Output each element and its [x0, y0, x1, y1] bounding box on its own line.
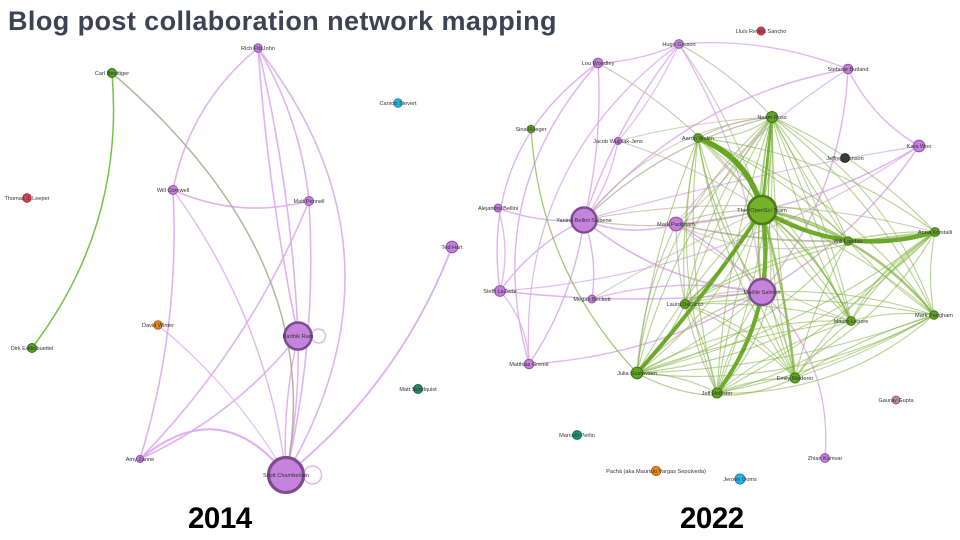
- svg-text:Dirk Eddelbuettel: Dirk Eddelbuettel: [11, 346, 54, 352]
- svg-text:Will Cornwell: Will Cornwell: [157, 188, 189, 194]
- svg-text:Emily Riederer: Emily Riederer: [777, 376, 814, 382]
- svg-text:Kara Woo: Kara Woo: [907, 144, 932, 150]
- svg-text:Steffi LaZerte: Steffi LaZerte: [483, 289, 516, 295]
- svg-text:Ted Hart: Ted Hart: [441, 245, 463, 251]
- svg-text:Matt Pennell: Matt Pennell: [293, 199, 324, 205]
- svg-text:Mark Padgham: Mark Padgham: [657, 222, 695, 228]
- svg-text:Matt Sundquist: Matt Sundquist: [399, 387, 437, 393]
- svg-text:Lluís Revilla Sancho: Lluís Revilla Sancho: [736, 29, 787, 35]
- svg-text:Aaron Wolen: Aaron Wolen: [682, 136, 714, 142]
- svg-text:Jacob Wujciak-Jens: Jacob Wujciak-Jens: [593, 139, 643, 145]
- svg-text:Pachá (aka Mauricio Vargas Sep: Pachá (aka Mauricio Vargas Sepúlveda): [606, 469, 706, 475]
- svg-text:Julia Gustavsen: Julia Gustavsen: [617, 371, 657, 377]
- svg-text:Scott Chamberlain: Scott Chamberlain: [263, 473, 309, 479]
- svg-text:Lou Woodley: Lou Woodley: [582, 61, 615, 67]
- svg-text:Karthik Ram: Karthik Ram: [283, 334, 314, 340]
- svg-text:Noam Ross: Noam Ross: [757, 115, 786, 121]
- svg-text:Stefanie Butland: Stefanie Butland: [827, 67, 868, 73]
- svg-text:Gaurav Gupta: Gaurav Gupta: [878, 398, 914, 404]
- svg-text:Mark Padgham: Mark Padgham: [915, 313, 953, 319]
- svg-text:David Winter: David Winter: [142, 323, 174, 329]
- svg-text:Marcelo Perlin: Marcelo Perlin: [559, 433, 595, 439]
- svg-text:Carson Sievert: Carson Sievert: [380, 101, 417, 107]
- svg-text:Anna Krystalli: Anna Krystalli: [918, 230, 952, 236]
- svg-text:Yanina Bellini Saibene: Yanina Bellini Saibene: [556, 218, 612, 224]
- svg-text:Mauro Lepore: Mauro Lepore: [834, 319, 869, 325]
- svg-text:Thomas J. Leeper: Thomas J. Leeper: [4, 196, 49, 202]
- svg-text:Matthias Grenié: Matthias Grenié: [509, 362, 548, 368]
- svg-text:Carl Boettiger: Carl Boettiger: [95, 71, 129, 77]
- svg-text:Maëlle Salmon: Maëlle Salmon: [744, 290, 781, 296]
- svg-text:Hugo Gruson: Hugo Gruson: [662, 42, 695, 48]
- svg-text:Jeff Hollister: Jeff Hollister: [702, 391, 733, 397]
- svg-text:Jeroen Ooms: Jeroen Ooms: [723, 477, 757, 483]
- svg-text:Laura DeCicco: Laura DeCicco: [667, 302, 704, 308]
- svg-text:Megan Beckett: Megan Beckett: [573, 297, 611, 303]
- svg-text:Zhian Kamvar: Zhian Kamvar: [808, 456, 843, 462]
- svg-text:Will Landau: Will Landau: [833, 239, 862, 245]
- svg-text:Alejandra Bellini: Alejandra Bellini: [478, 206, 518, 212]
- svg-text:Sina Rüeger: Sina Rüeger: [515, 127, 546, 133]
- svg-text:Jeffrey Hanson: Jeffrey Hanson: [826, 156, 864, 162]
- svg-text:The rOpenSci Team: The rOpenSci Team: [737, 208, 787, 214]
- svg-text:Rich FitzJohn: Rich FitzJohn: [241, 46, 275, 52]
- svg-text:Amy Zanne: Amy Zanne: [126, 457, 155, 463]
